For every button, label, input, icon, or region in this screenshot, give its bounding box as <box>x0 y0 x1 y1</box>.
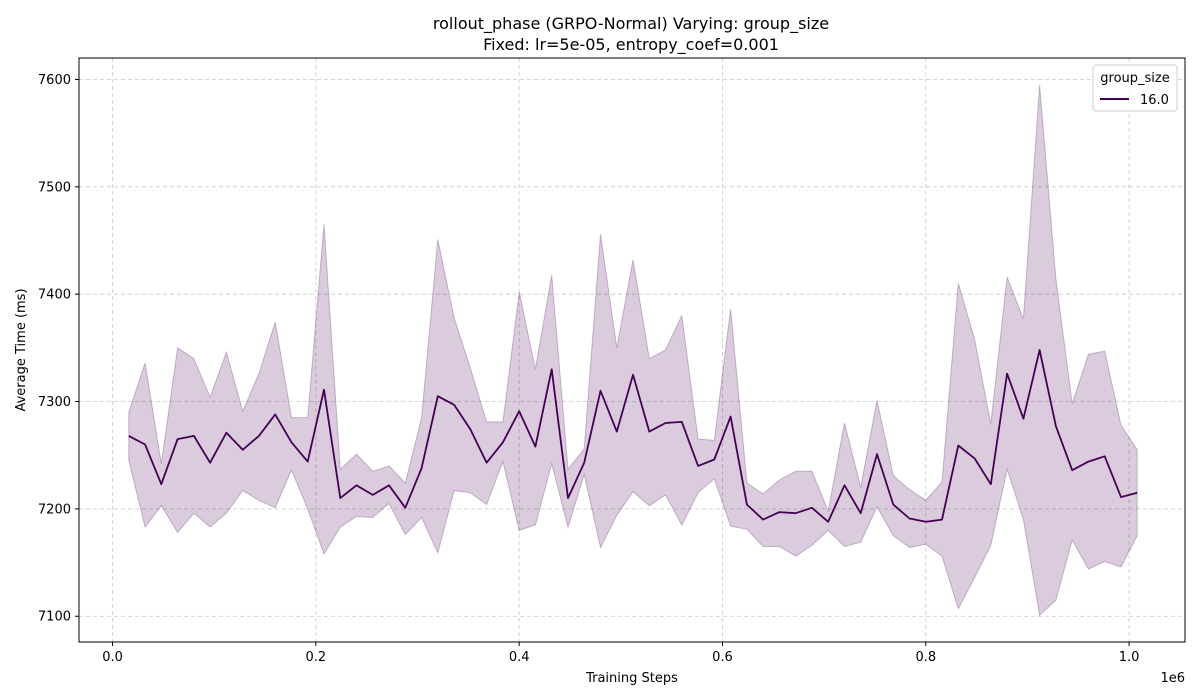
grid <box>79 58 1185 642</box>
y-axis-label: Average Time (ms) <box>14 288 29 411</box>
x-axis-offset-label: 1e6 <box>1160 671 1185 686</box>
y-tick-label: 7500 <box>38 180 71 195</box>
x-tick-label: 0.8 <box>915 650 936 665</box>
y-tick-label: 7300 <box>38 395 71 410</box>
x-axis-ticks: 0.0 0.2 0.4 0.6 0.8 1.0 <box>102 642 1139 665</box>
x-tick-label: 0.2 <box>306 650 327 665</box>
y-tick-label: 7600 <box>38 73 71 88</box>
series-lines <box>128 349 1138 523</box>
y-axis-ticks: 7100 7200 7300 7400 7500 7600 <box>38 73 79 625</box>
x-tick-label: 0.6 <box>712 650 733 665</box>
confidence-band <box>128 84 1138 617</box>
y-tick-label: 7200 <box>38 502 71 517</box>
chart-title-line-2: Fixed: lr=5e-05, entropy_coef=0.001 <box>483 35 779 55</box>
x-tick-label: 0.0 <box>102 650 123 665</box>
chart-title-line-1: rollout_phase (GRPO-Normal) Varying: gro… <box>433 14 829 34</box>
y-tick-label: 7400 <box>38 288 71 303</box>
x-tick-label: 1.0 <box>1119 650 1140 665</box>
x-axis-label: Training Steps <box>585 671 678 686</box>
y-tick-label: 7100 <box>38 610 71 625</box>
x-tick-label: 0.4 <box>509 650 530 665</box>
plot-frame <box>78 57 1186 643</box>
legend-entry-label: 16.0 <box>1140 93 1169 108</box>
legend: group_size 16.0 <box>1092 64 1178 112</box>
series-line <box>128 349 1138 523</box>
confidence-bands <box>128 84 1138 617</box>
legend-title: group_size <box>1100 71 1169 86</box>
